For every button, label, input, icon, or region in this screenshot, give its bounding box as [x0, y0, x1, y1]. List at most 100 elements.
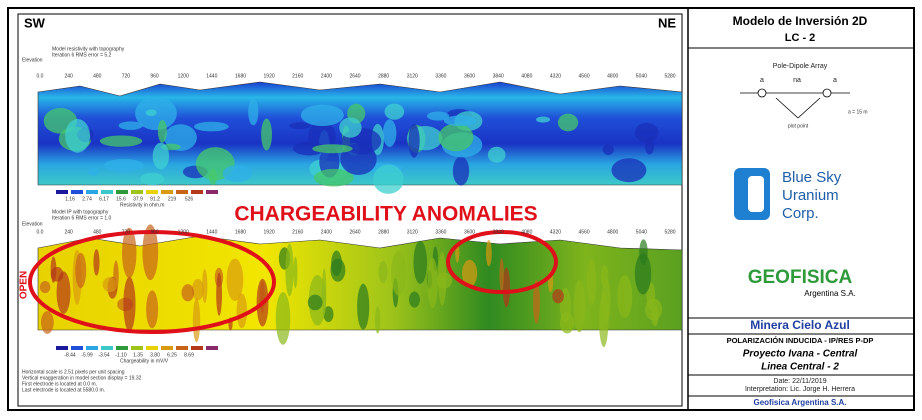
- feature: [409, 291, 420, 308]
- feature: [122, 227, 137, 279]
- footer-notes: Horizontal scale is 2.51 pixels per unit…: [22, 369, 142, 393]
- distance-label: 4560: [579, 229, 590, 235]
- feature: [384, 103, 405, 120]
- distance-label: 960: [150, 73, 159, 79]
- scale-label: 3.80: [150, 352, 160, 358]
- block-title: Modelo de Inversión 2D: [733, 14, 868, 28]
- distance-label: 480: [93, 73, 102, 79]
- feature: [378, 260, 388, 284]
- plot-point: plot point: [788, 123, 809, 129]
- distance-label: 0.0: [37, 229, 44, 235]
- feature: [552, 289, 564, 304]
- project: Proyecto Ivana - Central: [743, 349, 858, 360]
- swatch: [86, 346, 98, 350]
- company: Uranium: [782, 187, 839, 204]
- distance-label: 2640: [349, 229, 360, 235]
- feature: [39, 280, 51, 294]
- feature: [75, 252, 87, 289]
- elevation-label: Elevation: [22, 57, 43, 63]
- note: Last electrode is located at 5580.0 m.: [22, 387, 105, 393]
- array-title: Pole-Dipole Array: [773, 63, 828, 70]
- block-line: LC - 2: [785, 32, 816, 44]
- feature: [382, 119, 397, 147]
- swatch: [161, 190, 173, 194]
- geofisica-sub: Argentina S.A.: [804, 289, 856, 298]
- distance-label: 4800: [607, 73, 618, 79]
- distance-label: 1920: [264, 229, 275, 235]
- array-diagram: [740, 88, 850, 119]
- feature: [499, 258, 504, 292]
- distance-label: 2160: [292, 229, 303, 235]
- swatch: [146, 190, 158, 194]
- distance-label: 720: [122, 73, 131, 79]
- swatch: [86, 190, 98, 194]
- array-label: a: [833, 77, 837, 84]
- feature: [634, 122, 659, 143]
- scale-label: -1.10: [115, 352, 127, 358]
- distance-labels: 0.0 240 480 720 960 1200 1440 1680 1920 2160 2400 2…: [37, 73, 676, 235]
- feature: [307, 294, 323, 311]
- dip: [775, 97, 799, 119]
- array-label: a: [760, 77, 764, 84]
- feature: [123, 276, 136, 332]
- feature: [502, 267, 511, 308]
- feature: [487, 146, 506, 163]
- distance-label: 4320: [550, 73, 561, 79]
- feature: [427, 258, 438, 309]
- feature: [226, 258, 244, 302]
- resistivity-scale: 1.16 2.74 6.17 15.6 37.9 91.2 219 526: [56, 190, 218, 202]
- feature: [157, 119, 167, 143]
- distance-label: 3360: [435, 229, 446, 235]
- distance-label: 2880: [378, 229, 389, 235]
- elevation-label: Elevation: [22, 221, 43, 227]
- note: Horizontal scale is 2.51 pixels per unit…: [22, 369, 125, 375]
- distance-label: 2400: [321, 229, 332, 235]
- feature: [300, 104, 344, 127]
- feature: [192, 298, 201, 343]
- date: Date: 22/11/2019: [773, 378, 826, 385]
- sw-label: SW: [24, 15, 46, 30]
- ne-label: NE: [658, 15, 676, 30]
- scale-label: -8.44: [64, 352, 76, 358]
- feature: [216, 272, 223, 316]
- distance-label: 240: [64, 73, 73, 79]
- feature: [452, 156, 470, 186]
- feature: [293, 256, 298, 289]
- feature: [557, 113, 579, 132]
- resistivity-features: [43, 96, 659, 194]
- scale-label: -5.99: [81, 352, 93, 358]
- open-label: OPEN: [19, 271, 30, 299]
- distance-label: 2880: [378, 73, 389, 79]
- feature: [357, 283, 370, 330]
- scale-label: 526: [185, 196, 194, 202]
- distance-label: 4080: [521, 229, 532, 235]
- swatch: [146, 346, 158, 350]
- feature: [236, 293, 248, 329]
- distance-label: 240: [64, 229, 73, 235]
- array-label: na: [793, 77, 801, 84]
- scale-label: 8.69: [184, 352, 194, 358]
- distance-label: 1440: [206, 73, 217, 79]
- swatch: [206, 190, 218, 194]
- feature: [375, 306, 381, 334]
- feature: [50, 256, 57, 283]
- distance-label: 5040: [636, 229, 647, 235]
- distance-label: 5280: [664, 73, 675, 79]
- feature: [413, 240, 428, 284]
- feature: [639, 239, 648, 266]
- client: Minera Cielo Azul: [750, 318, 850, 332]
- swatch: [131, 190, 143, 194]
- section-title: Model IP with topography: [52, 209, 109, 215]
- distance-label: 3840: [493, 229, 504, 235]
- scale-label: 1.16: [65, 196, 75, 202]
- feature: [462, 259, 478, 287]
- iteration: Iteration 6 RMS error = 1.0: [52, 215, 112, 221]
- feature: [617, 275, 633, 319]
- note: Vertical exaggeration in model section d…: [22, 375, 142, 381]
- feature: [65, 118, 90, 153]
- distance-label: 1680: [235, 229, 246, 235]
- feature: [323, 306, 334, 323]
- swatch: [101, 190, 113, 194]
- feature: [644, 137, 655, 155]
- scale-label: 91.2: [150, 196, 160, 202]
